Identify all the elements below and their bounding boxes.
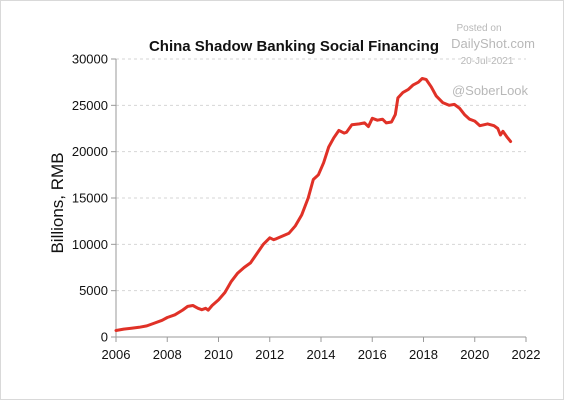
series-layer (114, 77, 513, 332)
x-tick-label: 2006 (102, 347, 131, 362)
y-tick-label: 30000 (72, 52, 108, 67)
x-tick-label: 2010 (204, 347, 233, 362)
y-tick-label: 15000 (72, 191, 108, 206)
x-tick-label: 2008 (153, 347, 182, 362)
x-tick-label: 2020 (460, 347, 489, 362)
y-tick-label: 10000 (72, 237, 108, 252)
x-tick-label: 2022 (512, 347, 541, 362)
series-line-0 (114, 77, 513, 332)
watermark-date: 20-Jul-2021 (461, 56, 514, 67)
chart-title: China Shadow Banking Social Financing (149, 38, 439, 55)
y-tick-label: 0 (101, 330, 108, 345)
watermark-handle: @SoberLook (452, 83, 529, 98)
tick-labels: 0 5000 10000 15000 20000 25000 30000 2006 2008 20… (72, 52, 541, 363)
y-tick-label: 5000 (79, 283, 108, 298)
watermark-posted-on: Posted on (456, 23, 501, 34)
watermark-site: DailyShot.com (451, 36, 535, 51)
y-axis-label: Billions, RMB (48, 152, 67, 253)
y-tick-label: 20000 (72, 144, 108, 159)
y-tick-label: 25000 (72, 98, 108, 113)
x-tick-label: 2016 (358, 347, 387, 362)
x-tick-label: 2018 (409, 347, 438, 362)
axes (111, 58, 527, 342)
gridlines (116, 58, 526, 292)
x-tick-label: 2014 (307, 347, 336, 362)
x-tick-label: 2012 (255, 347, 284, 362)
